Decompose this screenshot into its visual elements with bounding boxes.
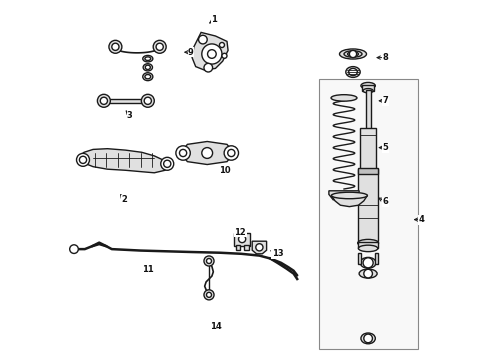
Text: 5: 5 (383, 143, 389, 152)
Ellipse shape (331, 192, 368, 199)
Polygon shape (180, 141, 234, 165)
Polygon shape (252, 241, 267, 254)
Text: 2: 2 (122, 195, 127, 204)
Ellipse shape (143, 55, 153, 62)
Text: 7: 7 (383, 96, 388, 105)
Circle shape (198, 35, 207, 44)
Circle shape (364, 334, 372, 343)
Circle shape (79, 156, 87, 163)
Circle shape (349, 50, 357, 58)
Ellipse shape (145, 65, 150, 69)
Polygon shape (192, 32, 228, 70)
Ellipse shape (340, 49, 367, 59)
Ellipse shape (358, 245, 378, 252)
Circle shape (156, 43, 163, 50)
Ellipse shape (145, 75, 151, 79)
Bar (358, 169, 378, 241)
Bar (234, 233, 250, 246)
Circle shape (239, 235, 245, 243)
Bar (374, 253, 378, 264)
Circle shape (204, 256, 214, 266)
Bar (358, 242, 378, 248)
Text: 9: 9 (188, 48, 194, 57)
Bar (319, 79, 418, 349)
Circle shape (220, 42, 224, 48)
Ellipse shape (143, 73, 153, 81)
Bar (358, 168, 378, 174)
Circle shape (144, 97, 151, 104)
Ellipse shape (363, 89, 373, 93)
Circle shape (256, 244, 263, 251)
Circle shape (153, 40, 166, 53)
Circle shape (109, 40, 122, 53)
Ellipse shape (359, 269, 377, 278)
Circle shape (202, 148, 213, 158)
Polygon shape (331, 195, 368, 207)
Bar (366, 90, 370, 130)
Text: 10: 10 (220, 166, 231, 175)
Polygon shape (329, 191, 359, 200)
Ellipse shape (349, 68, 357, 76)
Text: 12: 12 (234, 228, 246, 237)
Circle shape (179, 149, 187, 157)
Circle shape (204, 290, 214, 300)
Ellipse shape (361, 82, 375, 89)
Text: 11: 11 (142, 266, 154, 274)
Circle shape (112, 43, 119, 50)
Circle shape (206, 258, 212, 264)
Ellipse shape (145, 57, 151, 60)
Ellipse shape (331, 95, 357, 101)
Ellipse shape (344, 51, 362, 57)
Circle shape (176, 146, 190, 160)
Ellipse shape (143, 64, 152, 71)
Polygon shape (79, 149, 169, 173)
Circle shape (364, 269, 372, 278)
Ellipse shape (346, 67, 360, 77)
Circle shape (206, 292, 212, 297)
Circle shape (222, 53, 227, 58)
Ellipse shape (360, 257, 376, 268)
Bar (358, 253, 361, 264)
Circle shape (98, 94, 110, 107)
Text: 14: 14 (210, 323, 221, 331)
Text: 1: 1 (212, 15, 218, 24)
Circle shape (208, 50, 216, 58)
Text: 13: 13 (271, 249, 283, 258)
Text: 8: 8 (383, 53, 388, 62)
Circle shape (161, 157, 174, 170)
Circle shape (164, 160, 171, 167)
Circle shape (204, 63, 213, 72)
Ellipse shape (361, 333, 375, 344)
Bar (236, 245, 240, 250)
Bar (360, 128, 376, 169)
Bar (362, 85, 374, 91)
Circle shape (100, 97, 107, 104)
Circle shape (363, 258, 373, 268)
Bar (104, 99, 148, 103)
Ellipse shape (358, 239, 379, 247)
Text: 6: 6 (383, 197, 389, 206)
Text: 3: 3 (127, 111, 133, 120)
Circle shape (202, 44, 222, 64)
Bar (245, 245, 248, 250)
Circle shape (141, 94, 154, 107)
Circle shape (224, 146, 239, 160)
Text: 4: 4 (418, 215, 424, 224)
Circle shape (76, 153, 90, 166)
Circle shape (228, 149, 235, 157)
Circle shape (70, 245, 78, 253)
Ellipse shape (347, 52, 358, 56)
